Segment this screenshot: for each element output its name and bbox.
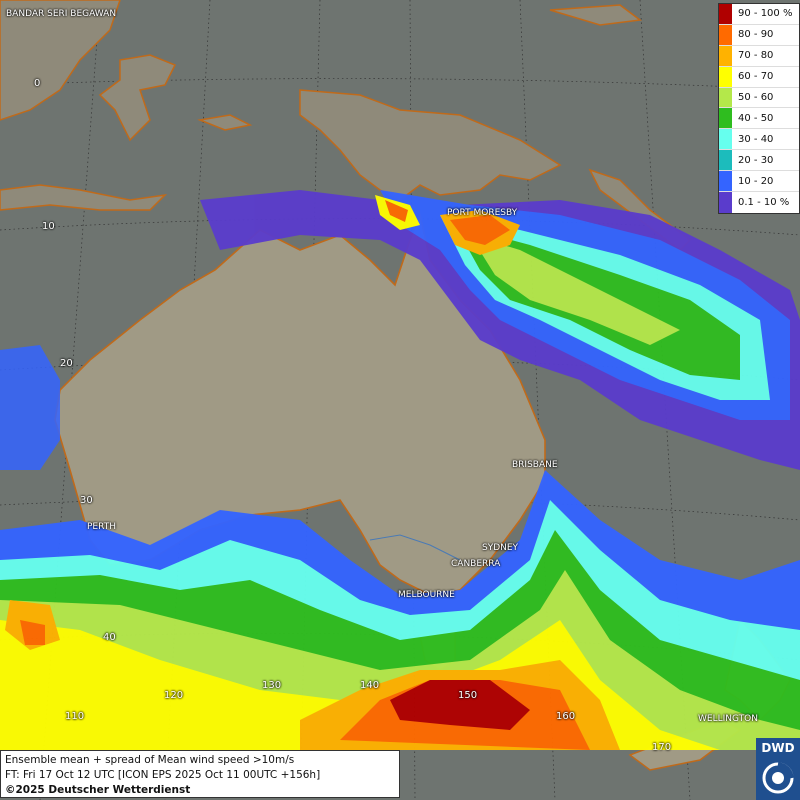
lat-label-0: 0 — [34, 78, 41, 89]
legend-label: 40 - 50 — [738, 112, 774, 124]
city-label-canberra: CANBERRA — [451, 559, 501, 569]
lon-label-150: 150 — [458, 690, 478, 701]
southern-wind-band — [0, 470, 800, 750]
legend-swatch — [719, 24, 732, 45]
legend-label: 90 - 100 % — [738, 8, 793, 20]
legend-swatch — [719, 129, 732, 150]
lon-label-130: 130 — [262, 680, 282, 691]
legend-label: 20 - 30 — [738, 154, 774, 166]
copyright: ©2025 Deutscher Wetterdienst — [5, 784, 191, 796]
lat-label-40: 40 — [103, 632, 116, 643]
city-label-wellington: WELLINGTON — [698, 714, 758, 724]
lon-label-110: 110 — [65, 711, 85, 722]
lon-label-120: 120 — [164, 690, 184, 701]
river — [369, 534, 461, 561]
city-label-melbourne: MELBOURNE — [398, 590, 455, 600]
legend-swatch — [719, 45, 732, 66]
legend-swatch — [719, 4, 732, 24]
city-label-perth: PERTH — [87, 522, 116, 532]
city-label-brisbane: BRISBANE — [512, 460, 558, 470]
legend-row: 80 - 90 — [719, 24, 799, 46]
legend-label: 30 - 40 — [738, 133, 774, 145]
legend-swatch — [719, 108, 732, 129]
info-box: Ensemble mean + spread of Mean wind spee… — [0, 750, 400, 798]
color-legend: 90 - 100 % 80 - 90 70 - 80 60 - 70 50 - 60 40… — [718, 3, 800, 214]
dwd-logo: DWD — [756, 738, 800, 800]
legend-label: 70 - 80 — [738, 50, 774, 62]
legend-row: 90 - 100 % — [719, 4, 799, 25]
legend-label: 80 - 90 — [738, 29, 774, 41]
legend-swatch — [719, 87, 732, 108]
forecast-time: FT: Fri 17 Oct 12 UTC [ICON EPS 2025 Oct… — [5, 769, 321, 781]
city-label-sydney: SYDNEY — [482, 543, 519, 553]
legend-row: 30 - 40 — [719, 129, 799, 151]
product-description: Ensemble mean + spread of Mean wind spee… — [5, 754, 295, 766]
legend-row: 10 - 20 — [719, 171, 799, 193]
dwd-logo-text: DWD — [761, 741, 795, 755]
western-wind-patch — [0, 345, 60, 470]
legend-row: 60 - 70 — [719, 66, 799, 88]
lat-label-10: 10 — [42, 221, 55, 232]
lon-label-160: 160 — [556, 711, 576, 722]
legend-swatch — [719, 150, 732, 171]
lon-label-170: 170 — [652, 742, 672, 753]
city-label-port-moresby: PORT MORESBY — [447, 208, 518, 218]
lat-label-20: 20 — [60, 358, 73, 369]
legend-label: 60 - 70 — [738, 71, 774, 83]
legend-swatch — [719, 66, 732, 87]
city-label-bandar-seri-begawan: BANDAR SERI BEGAWAN — [6, 9, 117, 19]
legend-label: 0.1 - 10 % — [738, 196, 790, 208]
legend-swatch — [719, 192, 732, 213]
cyclone-icon — [762, 762, 794, 794]
legend-label: 10 - 20 — [738, 175, 774, 187]
legend-label: 50 - 60 — [738, 92, 774, 103]
legend-row: 40 - 50 — [719, 108, 799, 130]
lat-label-30: 30 — [80, 495, 93, 506]
legend-swatch — [719, 171, 732, 192]
lon-label-140: 140 — [360, 680, 380, 691]
legend-row: 70 - 80 — [719, 45, 799, 67]
tropical-wind-band — [200, 190, 800, 470]
legend-row: 50 - 60 — [719, 87, 799, 109]
legend-row: 20 - 30 — [719, 150, 799, 172]
legend-row: 0.1 - 10 % — [719, 192, 799, 213]
